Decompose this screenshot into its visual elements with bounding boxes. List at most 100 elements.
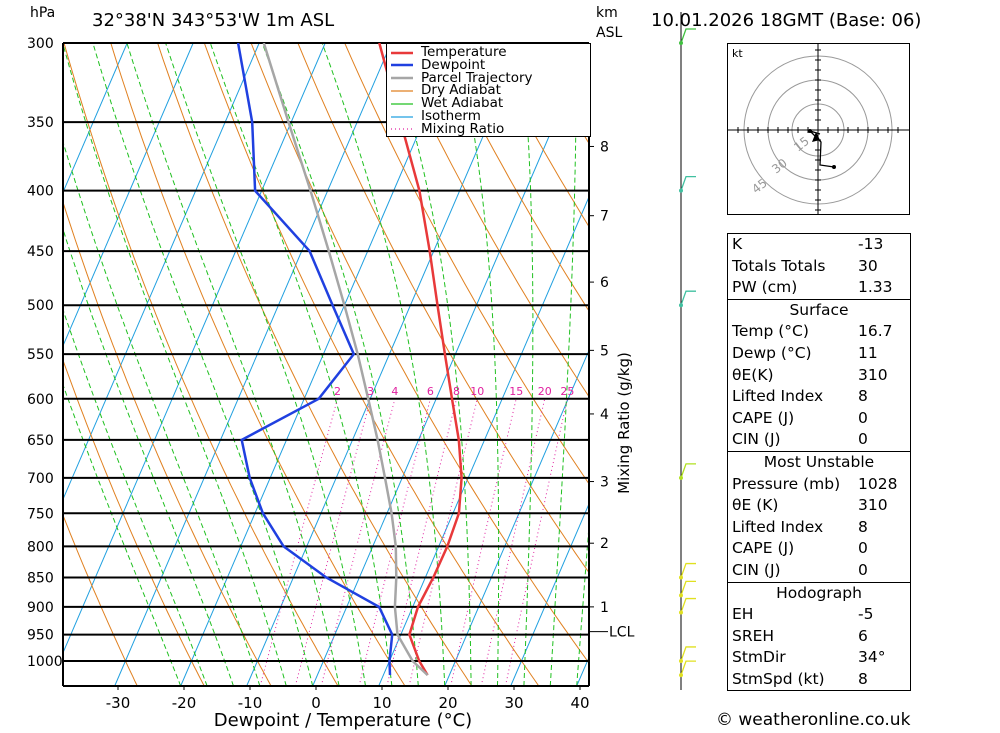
- legend-entry: Wet Adiabat: [391, 95, 504, 112]
- wet-adiabat-line: [63, 43, 287, 686]
- index-row: PW (cm) 1.33: [728, 277, 910, 299]
- index-row: CIN (J) 0: [728, 429, 910, 451]
- dry-adiabat-line: [297, 43, 589, 574]
- index-label: Lifted Index: [732, 517, 824, 536]
- hodograph-ring-label: 45: [749, 176, 770, 196]
- indices-top-section: K -13 Totals Totals 30 PW (cm) 1.33: [728, 234, 910, 299]
- isotherm-line: [0, 43, 61, 686]
- skewt-chart: 3003504004505005506006507007508008509009…: [0, 12, 720, 731]
- dry-adiabat-line: [157, 43, 473, 686]
- legend-entry-label: Parcel Trajectory: [421, 69, 533, 86]
- hodograph-panel: kt 15 30 45: [727, 43, 910, 215]
- dry-adiabat-line: [250, 43, 589, 664]
- index-value: 8: [858, 669, 868, 688]
- index-row: CIN (J) 0: [728, 560, 910, 582]
- index-row: Temp (°C) 16.7: [728, 321, 910, 343]
- pressure-tick-label: 650: [27, 433, 54, 449]
- dry-adiabat-line: [63, 43, 339, 686]
- index-value: 8: [858, 517, 868, 536]
- wind-barb: [680, 290, 696, 306]
- legend-entry: Temperature: [391, 45, 507, 59]
- index-label: CAPE (J): [732, 539, 795, 558]
- index-row: CAPE (J) 0: [728, 538, 910, 560]
- index-label: CAPE (J): [732, 408, 795, 427]
- isotherm-line: [180, 43, 458, 686]
- datetime-title: 10.01.2026 18GMT (Base: 06): [651, 10, 922, 31]
- hodograph-title: Hodograph: [776, 583, 862, 602]
- most-unstable-title: Most Unstable: [763, 452, 875, 471]
- legend-entry: Dry Adiabat: [391, 84, 501, 97]
- km-unit-label: km: [596, 5, 618, 21]
- wind-barb: [680, 463, 696, 479]
- wet-adiabat-line: [456, 43, 500, 686]
- index-row: Dewp (°C) 11: [728, 343, 910, 365]
- index-value: 0: [858, 560, 868, 579]
- dry-adiabat-line: [203, 43, 540, 686]
- wet-adiabat-line: [388, 43, 472, 686]
- legend-swatch: [391, 51, 413, 54]
- hodograph-point: [808, 129, 812, 133]
- dry-adiabat-line: [437, 43, 589, 312]
- temperature-tick-label: -30: [106, 694, 131, 712]
- mixing-ratio-axis-label: Mixing Ratio (g/kg): [615, 352, 633, 494]
- wet-adiabat-line: [63, 140, 261, 686]
- wind-barb: [680, 176, 696, 191]
- profile-line-dewpoint: [236, 43, 394, 676]
- hodograph-ring-label: 15: [791, 134, 812, 154]
- index-label: K: [732, 235, 743, 253]
- storm-motion-arrow: [812, 132, 820, 142]
- legend-swatch: [391, 90, 413, 92]
- most-unstable-section: Most Unstable Pressure (mb) 1028 θE (K) 310…: [728, 450, 910, 582]
- pressure-tick-label: 950: [27, 628, 54, 644]
- mixing-ratio-line: [505, 398, 568, 686]
- index-value: 1.33: [858, 278, 893, 297]
- dry-adiabat-line: [63, 200, 272, 686]
- pressure-tick-label: 550: [27, 347, 54, 363]
- km-tick-label: 4: [600, 407, 609, 423]
- lcl-label: LCL: [609, 625, 635, 641]
- index-label: Pressure (mb): [732, 474, 841, 493]
- isotherm-line: [63, 43, 128, 194]
- index-row: θE(K) 310: [728, 365, 910, 387]
- wet-adiabat-line: [209, 43, 393, 686]
- hodograph-unit: kt: [732, 47, 743, 60]
- legend-entry-label: Mixing Ratio: [421, 120, 505, 137]
- mixing-ratio-value-label: 6: [427, 385, 434, 398]
- isotherm-line: [576, 656, 589, 686]
- dry-adiabat-line: [672, 43, 720, 686]
- index-row: θE (K) 310: [728, 495, 910, 517]
- index-value: 30: [858, 256, 878, 275]
- index-label: Dewp (°C): [732, 343, 812, 362]
- legend-entry-label: Dry Adiabat: [421, 82, 501, 99]
- wet-adiabat-line: [165, 43, 366, 686]
- isotherm-line: [312, 43, 589, 686]
- wind-barb: [680, 660, 696, 676]
- profile-line-temperature: [378, 43, 463, 676]
- index-label: Temp (°C): [732, 322, 809, 341]
- index-label: StmSpd (kt): [732, 669, 825, 688]
- hpa-unit-label: hPa: [30, 5, 56, 21]
- mixing-ratio-value-label: 4: [391, 385, 398, 398]
- mixing-ratio-line: [294, 398, 372, 686]
- legend-entry: Parcel Trajectory: [391, 69, 533, 86]
- mixing-ratio-value-label: 15: [509, 385, 523, 398]
- legend-entry-label: Wet Adiabat: [421, 95, 504, 112]
- dry-adiabat-line: [484, 43, 589, 228]
- index-value: 16.7: [858, 322, 893, 341]
- credit-label: © weatheronline.co.uk: [716, 710, 911, 730]
- temperature-tick-label: 40: [570, 694, 589, 712]
- index-value: 0: [858, 430, 868, 449]
- index-label: PW (cm): [732, 278, 798, 297]
- isotherm-line: [63, 43, 326, 655]
- wind-barb: [680, 646, 696, 662]
- legend-entry: Isotherm: [391, 109, 481, 123]
- dry-adiabat-line: [63, 513, 138, 686]
- chart-legend: Temperature Dewpoint Parcel Trajectory Dry …: [386, 43, 591, 137]
- km-tick-label: 8: [600, 139, 609, 155]
- mixing-ratio-line: [450, 398, 517, 686]
- surface-title: Surface: [789, 300, 849, 319]
- index-label: SREH: [732, 626, 775, 645]
- mixing-ratio-line: [259, 398, 338, 686]
- legend-swatch: [391, 115, 413, 118]
